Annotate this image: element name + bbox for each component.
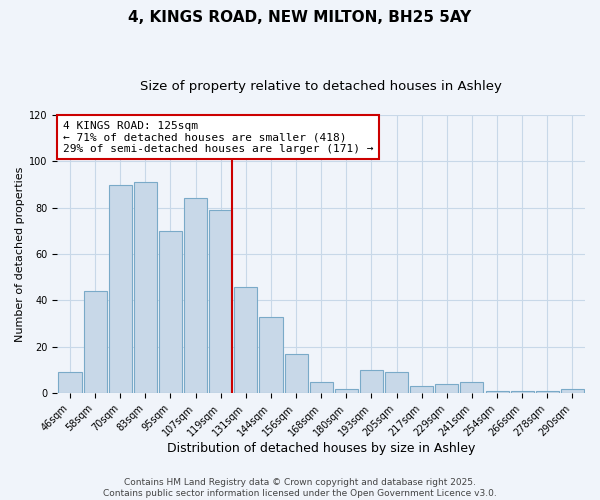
- Bar: [536, 391, 559, 393]
- Bar: [385, 372, 408, 393]
- Bar: [460, 382, 484, 393]
- Bar: [184, 198, 207, 393]
- Text: Contains HM Land Registry data © Crown copyright and database right 2025.
Contai: Contains HM Land Registry data © Crown c…: [103, 478, 497, 498]
- Text: 4 KINGS ROAD: 125sqm
← 71% of detached houses are smaller (418)
29% of semi-deta: 4 KINGS ROAD: 125sqm ← 71% of detached h…: [62, 120, 373, 154]
- Y-axis label: Number of detached properties: Number of detached properties: [15, 166, 25, 342]
- Bar: [310, 382, 333, 393]
- Text: 4, KINGS ROAD, NEW MILTON, BH25 5AY: 4, KINGS ROAD, NEW MILTON, BH25 5AY: [128, 10, 472, 25]
- Bar: [134, 182, 157, 393]
- Bar: [234, 286, 257, 393]
- Bar: [435, 384, 458, 393]
- Bar: [83, 291, 107, 393]
- X-axis label: Distribution of detached houses by size in Ashley: Distribution of detached houses by size …: [167, 442, 475, 455]
- Bar: [410, 386, 433, 393]
- Bar: [284, 354, 308, 393]
- Bar: [485, 391, 509, 393]
- Bar: [511, 391, 534, 393]
- Bar: [159, 231, 182, 393]
- Bar: [58, 372, 82, 393]
- Bar: [335, 388, 358, 393]
- Bar: [360, 370, 383, 393]
- Bar: [109, 184, 132, 393]
- Bar: [259, 316, 283, 393]
- Bar: [209, 210, 232, 393]
- Title: Size of property relative to detached houses in Ashley: Size of property relative to detached ho…: [140, 80, 502, 93]
- Bar: [561, 388, 584, 393]
